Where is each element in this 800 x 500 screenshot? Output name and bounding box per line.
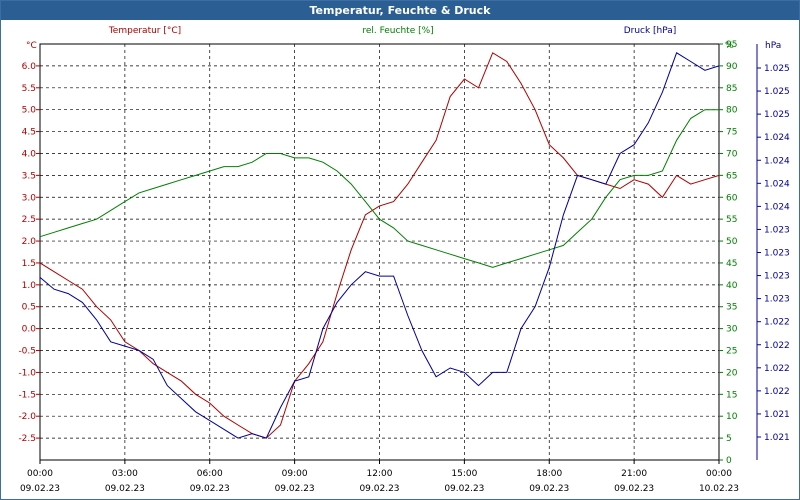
humidity-tick-label: 65 <box>726 171 737 181</box>
x-tick-date: 09.02.23 <box>105 484 145 494</box>
humidity-tick-label: 0 <box>726 456 732 466</box>
temp-tick-label: 1.0 <box>22 281 37 291</box>
pressure-tick-label: 1.025 <box>764 87 790 97</box>
temp-tick-label: 3.5 <box>22 171 36 181</box>
x-tick-date: 09.02.23 <box>529 484 569 494</box>
x-tick-time: 15:00 <box>451 469 477 479</box>
x-tick-date: 10.02.23 <box>699 484 739 494</box>
x-tick-date: 09.02.23 <box>444 484 484 494</box>
humidity-tick-label: 10 <box>726 412 738 422</box>
temp-tick-label: 6.0 <box>22 62 37 72</box>
pressure-unit-label: hPa <box>765 41 781 51</box>
series-layer <box>39 52 720 439</box>
pressure-tick-label: 1.022 <box>764 387 790 397</box>
humidity-tick-label: 5 <box>726 434 732 444</box>
temp-tick-label: -1.0 <box>18 368 36 378</box>
humidity-tick-label: 80 <box>726 106 738 116</box>
x-tick-date: 09.02.23 <box>359 484 399 494</box>
pressure-tick-label: 1.022 <box>764 318 790 328</box>
pressure-tick-label: 1.021 <box>764 410 790 420</box>
pressure-tick-label: 1.024 <box>764 156 790 166</box>
pressure-tick-label: 1.022 <box>764 364 790 374</box>
series-line-press <box>39 52 720 439</box>
x-tick-time: 00:00 <box>706 469 732 479</box>
humidity-tick-label: 40 <box>726 281 738 291</box>
humidity-tick-label: 35 <box>726 303 737 313</box>
x-tick-time: 00:00 <box>27 469 53 479</box>
window-title: Temperatur, Feuchte & Druck <box>1 1 799 20</box>
series-line-hum <box>39 109 719 268</box>
pressure-tick-label: 1.025 <box>764 64 790 74</box>
humidity-tick-label: 50 <box>726 237 738 247</box>
x-tick-time: 18:00 <box>536 469 562 479</box>
temp-axis-title: Temperatur [°C] <box>108 26 181 36</box>
temp-tick-label: 4.0 <box>22 149 37 159</box>
x-tick-time: 12:00 <box>367 469 393 479</box>
temp-tick-label: 0.0 <box>22 325 37 335</box>
temp-tick-label: 5.0 <box>22 106 37 116</box>
humidity-tick-label: 70 <box>726 149 738 159</box>
x-tick-date: 09.02.23 <box>614 484 654 494</box>
humidity-tick-label: 30 <box>726 325 738 335</box>
pressure-tick-label: 1.023 <box>764 225 790 235</box>
temp-tick-label: -0.5 <box>18 347 36 357</box>
x-tick-date: 09.02.23 <box>20 484 60 494</box>
temp-tick-label: -2.0 <box>18 412 36 422</box>
humidity-tick-label: 45 <box>726 259 737 269</box>
pressure-tick-label: 1.024 <box>764 202 790 212</box>
humidity-tick-label: 60 <box>726 193 738 203</box>
humidity-tick-label: 75 <box>726 128 737 138</box>
pressure-tick-label: 1.024 <box>764 179 790 189</box>
humidity-tick-label: 55 <box>726 215 737 225</box>
temp-unit-label: °C <box>26 41 37 51</box>
x-tick-time: 09:00 <box>282 469 308 479</box>
pressure-tick-label: 1.022 <box>764 341 790 351</box>
humidity-tick-label: 25 <box>726 347 737 357</box>
pressure-tick-label: 1.021 <box>764 433 790 443</box>
pressure-tick-label: 1.023 <box>764 249 790 259</box>
axes-layer: 0 5 10 15 20 25 30 35 40 45 50 55 60 65 70 75 80 85 90 95 00… <box>18 40 790 494</box>
pressure-series-title: Druck [hPa] <box>624 26 677 36</box>
temp-tick-label: 1.5 <box>22 259 36 269</box>
temp-tick-label: 3.0 <box>22 193 37 203</box>
x-tick-time: 06:00 <box>197 469 223 479</box>
humidity-axis-title: rel. Feuchte [%] <box>362 26 433 36</box>
humidity-tick-label: 95 <box>726 40 737 50</box>
temp-tick-label: -1.5 <box>18 390 36 400</box>
humidity-tick-label: 20 <box>726 368 738 378</box>
grid-layer <box>39 43 720 461</box>
pressure-tick-label: 1.023 <box>764 295 790 305</box>
temp-tick-label: 5.5 <box>22 84 36 94</box>
x-tick-time: 21:00 <box>621 469 647 479</box>
pressure-tick-label: 1.024 <box>764 133 790 143</box>
temp-tick-label: -2.5 <box>18 434 36 444</box>
humidity-tick-label: 85 <box>726 84 737 94</box>
x-tick-date: 09.02.23 <box>190 484 230 494</box>
temp-tick-label: 2.5 <box>22 215 36 225</box>
temp-tick-label: 4.5 <box>22 128 36 138</box>
temp-tick-label: 0.5 <box>22 303 36 313</box>
humidity-unit-label: % <box>725 41 734 51</box>
humidity-tick-label: 15 <box>726 390 737 400</box>
temp-tick-label: 2.0 <box>22 237 37 247</box>
x-tick-time: 03:00 <box>112 469 138 479</box>
pressure-tick-label: 1.023 <box>764 272 790 282</box>
x-tick-date: 09.02.23 <box>275 484 315 494</box>
pressure-tick-label: 1.025 <box>764 110 790 120</box>
humidity-tick-label: 90 <box>726 62 738 72</box>
